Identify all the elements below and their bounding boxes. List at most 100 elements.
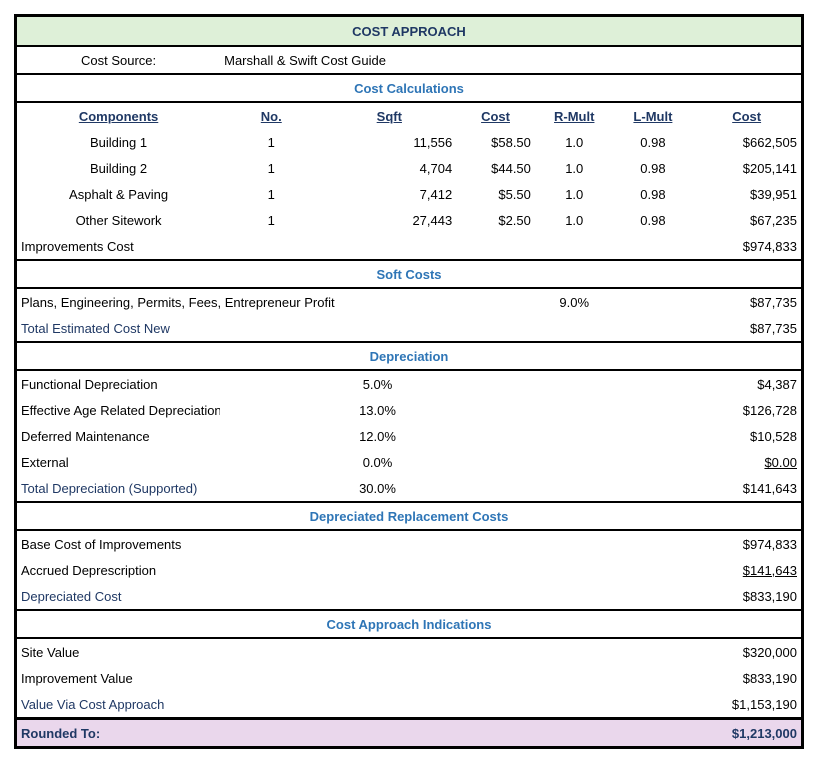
component-l-mult: 0.98 <box>640 186 666 202</box>
column-header-sqft: Sqft <box>376 108 402 124</box>
table-row: Rounded To: $1,213,000 <box>15 718 803 748</box>
base-cost-label: Base Cost of Improvements <box>21 536 182 552</box>
section-heading-cost-calculations: Cost Calculations <box>15 74 803 103</box>
depreciation-value: $126,728 <box>742 402 797 418</box>
table-row: Functional Depreciation 5.0% $4,387 <box>16 370 803 397</box>
improvements-cost-value: $974,833 <box>692 233 803 261</box>
rounded-to-label: Rounded To: <box>15 718 693 748</box>
depreciation-label: Functional Depreciation <box>21 376 158 392</box>
cost-source-value: Marshall & Swift Cost Guide <box>220 46 803 75</box>
table-row: Depreciation <box>15 342 803 371</box>
component-sqft: 4,704 <box>419 160 453 176</box>
soft-cost-value: $87,735 <box>750 294 797 310</box>
table-row: Total Depreciation (Supported) 30.0% $14… <box>15 475 803 503</box>
component-cost: $67,235 <box>750 212 797 228</box>
table-row: Cost Calculations <box>15 74 803 103</box>
total-estimated-cost-new-value: $87,735 <box>692 315 803 343</box>
component-r-mult: 1.0 <box>565 134 584 150</box>
component-cost: $205,141 <box>742 160 797 176</box>
column-header-r-mult: R-Mult <box>554 108 595 124</box>
accrued-depreciation-value: $141,643 <box>742 562 797 578</box>
component-r-mult: 1.0 <box>565 212 584 228</box>
depreciation-label: Effective Age Related Depreciation <box>21 402 221 418</box>
table-row: Asphalt & Paving 1 7,412 $5.50 1.0 0.98 … <box>16 181 803 207</box>
soft-cost-label: Plans, Engineering, Permits, Fees, Entre… <box>21 294 335 310</box>
table-row: Total Estimated Cost New $87,735 <box>15 315 803 343</box>
component-no: 1 <box>267 212 275 228</box>
accrued-depreciation-label: Accrued Deprescription <box>21 562 157 578</box>
column-header-l-mult: L-Mult <box>633 108 673 124</box>
depreciation-label: Deferred Maintenance <box>21 428 150 444</box>
table-row: Cost Source: Marshall & Swift Cost Guide <box>15 46 803 75</box>
page-title: COST APPROACH <box>15 15 803 47</box>
depreciation-value-underlined: $0.00 <box>764 454 797 470</box>
table-row: Depreciated Cost $833,190 <box>15 583 803 611</box>
component-name: Building 1 <box>90 134 148 150</box>
table-row: Components No. Sqft Cost R-Mult L-Mult C… <box>16 102 803 129</box>
depreciation-pct: 5.0% <box>362 376 393 392</box>
table-row: Deferred Maintenance 12.0% $10,528 <box>16 423 803 449</box>
table-row: Soft Costs <box>15 260 803 289</box>
table-row: Improvement Value $833,190 <box>16 665 803 691</box>
depreciation-value: $10,528 <box>750 428 797 444</box>
depreciation-label: External <box>21 454 69 470</box>
table-row: Accrued Deprescription $141,643 <box>16 557 803 583</box>
depreciation-pct: 12.0% <box>359 428 396 444</box>
site-value-value: $320,000 <box>742 644 797 660</box>
improvement-value-value: $833,190 <box>742 670 797 686</box>
rounded-to-value: $1,213,000 <box>692 718 803 748</box>
section-heading-depreciation: Depreciation <box>15 342 803 371</box>
table-row: Base Cost of Improvements $974,833 <box>16 530 803 557</box>
component-unit-cost: $5.50 <box>498 186 531 202</box>
component-l-mult: 0.98 <box>640 212 666 228</box>
component-name: Asphalt & Paving <box>69 186 169 202</box>
site-value-label: Site Value <box>21 644 80 660</box>
table-row: Other Sitework 1 27,443 $2.50 1.0 0.98 $… <box>16 207 803 233</box>
component-sqft: 27,443 <box>412 212 453 228</box>
base-cost-value: $974,833 <box>742 536 797 552</box>
component-l-mult: 0.98 <box>640 160 666 176</box>
table-row: Improvements Cost $974,833 <box>15 233 803 261</box>
table-row: External 0.0% $0.00 <box>16 449 803 475</box>
total-depreciation-pct: 30.0% <box>220 475 535 503</box>
column-header-no: No. <box>260 108 282 124</box>
improvement-value-label: Improvement Value <box>21 670 133 686</box>
component-cost: $662,505 <box>742 134 797 150</box>
depreciation-pct: 13.0% <box>359 402 396 418</box>
table-row: Plans, Engineering, Permits, Fees, Entre… <box>16 288 803 315</box>
cost-source-label: Cost Source: <box>15 46 221 75</box>
column-header-components: Components <box>78 108 159 124</box>
depreciation-value: $4,387 <box>757 376 797 392</box>
component-unit-cost: $44.50 <box>491 160 531 176</box>
component-no: 1 <box>267 160 275 176</box>
component-unit-cost: $58.50 <box>491 134 531 150</box>
component-sqft: 7,412 <box>419 186 453 202</box>
depreciation-pct: 0.0% <box>362 454 393 470</box>
component-sqft: 11,556 <box>413 134 453 150</box>
component-no: 1 <box>267 186 275 202</box>
depreciated-cost-label: Depreciated Cost <box>15 583 693 611</box>
table-row: COST APPROACH <box>15 15 803 47</box>
table-row: Cost Approach Indications <box>15 610 803 639</box>
table-row: Building 2 1 4,704 $44.50 1.0 0.98 $205,… <box>16 155 803 181</box>
component-name: Building 2 <box>90 160 148 176</box>
component-r-mult: 1.0 <box>565 186 584 202</box>
depreciated-cost-value: $833,190 <box>692 583 803 611</box>
total-depreciation-label: Total Depreciation (Supported) <box>15 475 221 503</box>
table-row: Site Value $320,000 <box>16 638 803 665</box>
section-heading-depreciated-replacement: Depreciated Replacement Costs <box>15 502 803 531</box>
table-row: Effective Age Related Depreciation 13.0%… <box>16 397 803 423</box>
component-cost: $39,951 <box>750 186 797 202</box>
column-header-total-cost: Cost <box>732 108 762 124</box>
soft-cost-pct: 9.0% <box>559 294 590 310</box>
value-via-cost-approach-value: $1,153,190 <box>692 691 803 720</box>
table-row: Depreciated Replacement Costs <box>15 502 803 531</box>
component-no: 1 <box>267 134 275 150</box>
value-via-cost-approach-label: Value Via Cost Approach <box>15 691 693 720</box>
total-depreciation-value: $141,643 <box>692 475 803 503</box>
section-heading-soft-costs: Soft Costs <box>15 260 803 289</box>
column-header-cost: Cost <box>481 108 510 124</box>
improvements-cost-label: Improvements Cost <box>15 233 693 261</box>
total-estimated-cost-new-label: Total Estimated Cost New <box>15 315 693 343</box>
